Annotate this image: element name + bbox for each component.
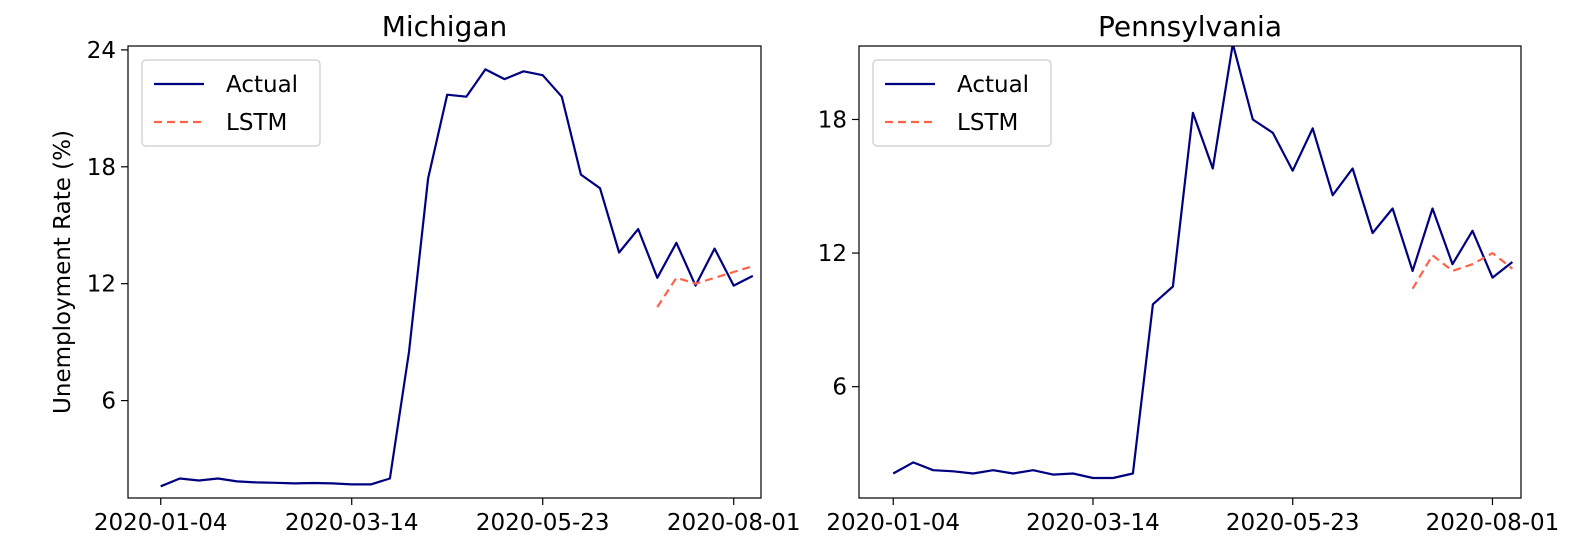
panel-pennsylvania: Pennsylvania 2020-01-04 2020-03-14 2020-05-… (818, 10, 1560, 536)
chart-title: Pennsylvania (1098, 10, 1282, 43)
series-line-lstm (1411, 252, 1514, 290)
x-tick-label: 2020-08-01 (667, 510, 801, 536)
series-line-actual (892, 46, 1514, 480)
x-tick-label: 2020-08-01 (1426, 510, 1560, 536)
y-tick-label: 24 (87, 38, 116, 64)
legend-label-lstm: LSTM (957, 110, 1018, 136)
legend-label-actual: Actual (957, 72, 1029, 98)
y-tick-label: 6 (101, 389, 116, 415)
y-tick-label: 12 (818, 241, 847, 267)
axes-frame (127, 45, 762, 499)
x-tick-label: 2020-01-04 (826, 510, 960, 536)
y-tick-label: 12 (87, 272, 116, 298)
x-tick-label: 2020-01-04 (94, 510, 228, 536)
x-tick-label: 2020-05-23 (476, 510, 610, 536)
y-tick-label: 6 (832, 375, 847, 401)
y-tick-label: 18 (87, 155, 116, 181)
x-tick-label: 2020-03-14 (1026, 510, 1160, 536)
series-line-actual (160, 68, 754, 488)
series-line-lstm (656, 265, 754, 308)
legend-box (872, 59, 1052, 147)
axes-frame (858, 45, 1522, 499)
plot-area (892, 46, 1514, 480)
legend-box (141, 59, 321, 147)
legend-label-actual: Actual (226, 72, 298, 98)
plot-area (160, 68, 754, 488)
y-tick-label: 18 (818, 107, 847, 133)
x-tick-label: 2020-03-14 (285, 510, 419, 536)
panel-michigan: Michigan Unemployment Rate (%) 2020-01-04 2… (50, 10, 801, 536)
x-tick-label: 2020-05-23 (1226, 510, 1360, 536)
legend-label-lstm: LSTM (226, 110, 287, 136)
chart-title: Michigan (382, 10, 508, 43)
y-axis-label: Unemployment Rate (%) (50, 130, 76, 414)
